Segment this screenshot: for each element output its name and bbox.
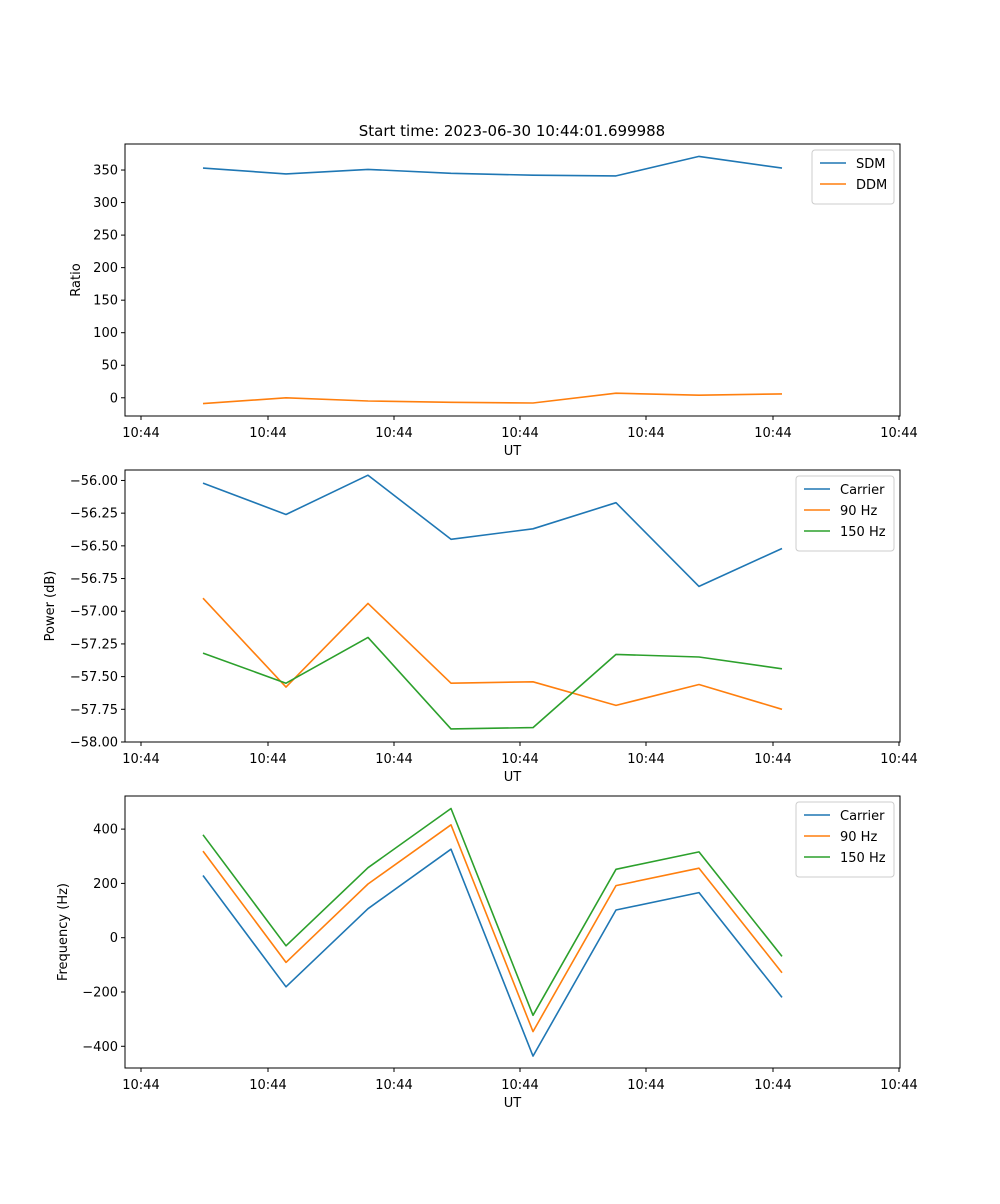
x-tick-label: 10:44 [122,426,159,441]
x-tick-label: 10:44 [249,1078,286,1093]
y-tick-label: −57.00 [70,605,118,620]
axes-1-frame [124,143,901,417]
x-tick-label: 10:44 [754,752,791,767]
y-tick-label: −57.50 [70,670,118,685]
y-tick-label: −200 [82,985,118,1000]
y-tick-label: 150 [93,294,118,309]
y-tick-label: −56.25 [70,507,118,522]
series-line-90-hz [202,597,783,711]
series-line-carrier [202,474,783,588]
x-tick-label: 10:44 [122,1078,159,1093]
legend-label: 150 Hz [840,525,886,540]
y-tick-label: 300 [93,196,118,211]
y-tick-label: −58.00 [70,736,118,751]
x-axis-label: UT [504,1096,522,1111]
x-tick-label: 10:44 [122,752,159,767]
y-tick-label: −56.75 [70,572,118,587]
legend-label: Carrier [840,809,885,824]
axes-2-frame [124,469,901,743]
x-tick-label: 10:44 [501,426,538,441]
legend-label: DDM [856,178,887,193]
x-axis-label: UT [504,770,522,785]
x-axis-label: UT [504,444,522,459]
y-tick-label: 350 [93,164,118,179]
legend-box [795,801,895,878]
x-tick-label: 10:44 [627,1078,664,1093]
y-axis-label: Power (dB) [43,571,58,642]
y-tick-label: 0 [110,931,118,946]
x-tick-label: 10:44 [375,752,412,767]
x-tick-label: 10:44 [880,1078,917,1093]
series-line-carrier [202,848,783,1057]
y-tick-label: 400 [93,823,118,838]
x-tick-label: 10:44 [880,426,917,441]
x-tick-label: 10:44 [375,426,412,441]
legend-box [795,475,895,552]
y-tick-label: 50 [101,359,118,374]
legend-label: Carrier [840,483,885,498]
legend-label: 150 Hz [840,851,886,866]
legend-label: SDM [856,157,885,172]
x-tick-label: 10:44 [627,752,664,767]
y-tick-label: −57.75 [70,703,118,718]
figure-title: Start time: 2023-06-30 10:44:01.699988 [359,122,665,140]
y-tick-label: 250 [93,229,118,244]
series-line-90-hz [202,823,783,1033]
series-line-ddm [202,392,783,405]
y-tick-label: −56.00 [70,474,118,489]
x-tick-label: 10:44 [375,1078,412,1093]
x-tick-label: 10:44 [501,752,538,767]
x-tick-label: 10:44 [501,1078,538,1093]
x-tick-label: 10:44 [754,1078,791,1093]
y-tick-label: 100 [93,326,118,341]
y-axis-label: Ratio [69,263,84,296]
axes-3-frame [124,795,901,1069]
y-tick-label: 200 [93,261,118,276]
y-tick-label: −56.50 [70,539,118,554]
y-axis-label: Frequency (Hz) [56,883,71,981]
y-tick-label: −57.25 [70,637,118,652]
x-tick-label: 10:44 [627,426,664,441]
y-tick-label: 0 [110,391,118,406]
x-tick-label: 10:44 [880,752,917,767]
y-tick-label: 200 [93,877,118,892]
series-line-150-hz [202,807,783,1017]
x-tick-label: 10:44 [249,426,286,441]
legend-label: 90 Hz [840,830,877,845]
y-tick-label: −400 [82,1040,118,1055]
series-line-150-hz [202,636,783,730]
x-tick-label: 10:44 [249,752,286,767]
legend-label: 90 Hz [840,504,877,519]
x-tick-label: 10:44 [754,426,791,441]
series-line-sdm [202,155,783,177]
